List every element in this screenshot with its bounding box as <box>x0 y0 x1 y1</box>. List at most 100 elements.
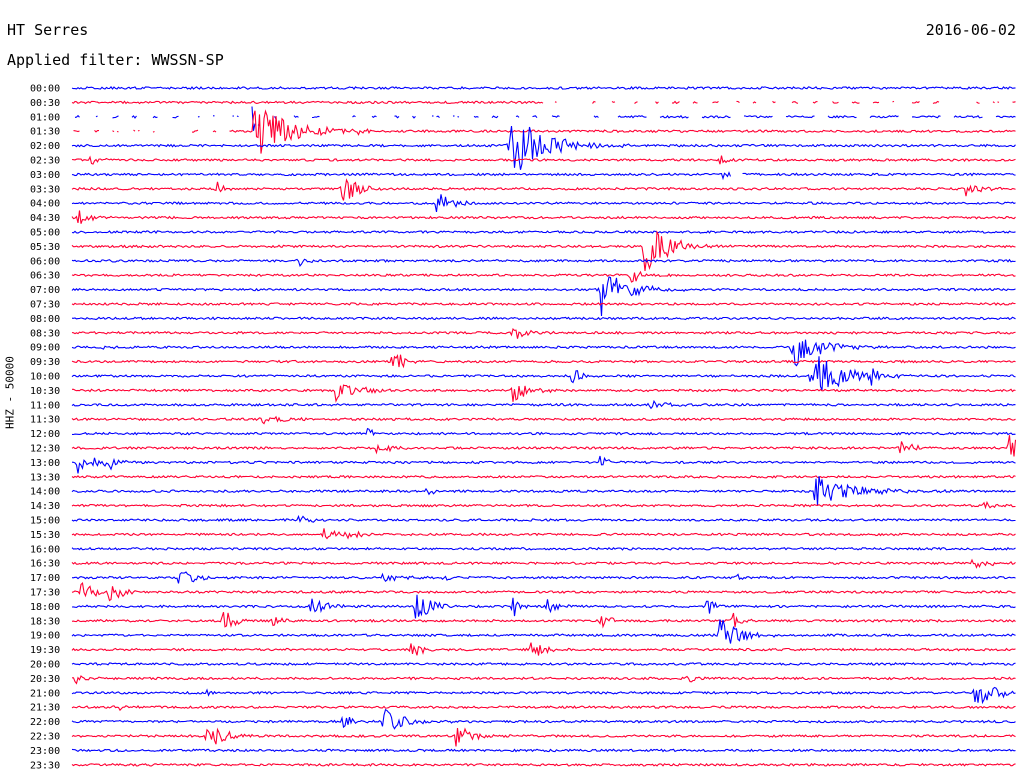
row-time-label: 06:30 <box>30 271 60 282</box>
trace-row <box>71 178 1016 201</box>
row-time-label: 05:00 <box>30 228 60 239</box>
row-time-label: 08:30 <box>30 328 60 339</box>
row-time-label: 14:00 <box>30 487 60 498</box>
row-time-label: 09:00 <box>30 343 60 354</box>
row-time-label: 04:00 <box>30 199 60 210</box>
trace-row <box>71 705 1016 712</box>
row-time-label: 15:00 <box>30 516 60 527</box>
trace-row <box>71 748 1016 753</box>
trace-row <box>71 476 1016 506</box>
trace-row <box>71 571 1016 584</box>
trace-row <box>71 339 1016 367</box>
trace-row <box>71 258 1016 268</box>
row-time-label: 19:00 <box>30 631 60 642</box>
row-time-label: 20:30 <box>30 674 60 685</box>
station-name: HT Serres <box>7 21 89 39</box>
row-time-label: 06:00 <box>30 256 60 267</box>
trace-row <box>72 675 1016 685</box>
row-time-label: 18:00 <box>30 602 60 613</box>
row-time-label: 12:00 <box>30 429 60 440</box>
row-time-label: 15:30 <box>30 530 60 541</box>
row-time-label: 10:30 <box>30 386 60 397</box>
row-time-label: 21:00 <box>30 688 60 699</box>
trace-row <box>71 100 1016 105</box>
trace-row <box>71 727 1016 747</box>
trace-row <box>71 230 1016 235</box>
trace-row <box>71 171 1016 181</box>
row-time-label: 00:30 <box>30 98 60 109</box>
trace-row <box>71 558 1016 569</box>
trace-row <box>71 528 1016 540</box>
row-time-label: 23:00 <box>30 746 60 757</box>
trace-row <box>71 399 1016 410</box>
row-time-label: 07:00 <box>30 285 60 296</box>
row-time-label: 13:30 <box>30 472 60 483</box>
row-time-label: 16:30 <box>30 559 60 570</box>
trace-row <box>71 316 1016 321</box>
trace-row <box>71 427 1016 437</box>
row-time-label: 22:00 <box>30 717 60 728</box>
trace-row <box>74 106 1016 131</box>
seismic-traces <box>71 85 1017 767</box>
trace-row <box>71 353 1016 369</box>
trace-row <box>71 210 1016 224</box>
row-time-label: 08:00 <box>30 314 60 325</box>
row-time-label: 03:30 <box>30 184 60 195</box>
trace-row <box>71 514 1016 523</box>
row-time-label: 17:00 <box>30 573 60 584</box>
trace-row <box>71 356 1016 391</box>
row-time-label: 21:30 <box>30 703 60 714</box>
row-time-label: 01:00 <box>30 112 60 123</box>
trace-row <box>73 109 1016 154</box>
row-time-label: 03:00 <box>30 170 60 181</box>
trace-row <box>71 302 1016 306</box>
row-time-label: 02:00 <box>30 141 60 152</box>
row-time-label: 05:30 <box>30 242 60 253</box>
row-time-label: 01:30 <box>30 127 60 138</box>
trace-row <box>71 500 1016 510</box>
row-time-labels: 00:00 00:30 01:00 01:30 02:00 02:30 03:00 03:30… <box>30 84 60 772</box>
trace-row <box>71 455 1016 474</box>
row-time-label: 16:00 <box>30 544 60 555</box>
trace-row <box>71 270 1016 283</box>
trace-row <box>71 686 1016 705</box>
trace-row <box>71 474 1016 479</box>
trace-row <box>71 594 1016 619</box>
trace-row <box>72 384 1016 403</box>
trace-row <box>71 276 1016 317</box>
row-time-label: 17:30 <box>30 588 60 599</box>
trace-row <box>71 126 1016 170</box>
row-time-label: 07:30 <box>30 300 60 311</box>
trace-row <box>71 762 1016 767</box>
trace-row <box>71 230 1016 271</box>
row-time-label: 14:30 <box>30 501 60 512</box>
row-time-label: 23:30 <box>30 760 60 771</box>
row-time-label: 09:30 <box>30 357 60 368</box>
row-time-label: 22:30 <box>30 732 60 743</box>
trace-row <box>71 194 1016 213</box>
trace-row <box>71 619 1016 644</box>
trace-row <box>71 415 1016 425</box>
row-time-label: 10:00 <box>30 372 60 383</box>
trace-row <box>71 612 1016 629</box>
trace-row <box>71 327 1016 339</box>
row-time-label: 20:00 <box>30 660 60 671</box>
filter-label: Applied filter: WWSSN-SP <box>7 51 224 69</box>
record-date: 2016-06-02 <box>925 21 1016 39</box>
trace-row <box>71 85 1016 91</box>
row-time-label: 11:00 <box>30 400 60 411</box>
trace-row <box>71 662 1016 666</box>
trace-row <box>71 581 1016 602</box>
row-time-label: 19:30 <box>30 645 60 656</box>
row-time-label: 12:30 <box>30 444 60 455</box>
row-time-label: 04:30 <box>30 213 60 224</box>
trace-row <box>71 435 1017 457</box>
row-time-label: 02:30 <box>30 156 60 167</box>
trace-row <box>71 155 1016 165</box>
row-time-label: 13:00 <box>30 458 60 469</box>
row-time-label: 11:30 <box>30 415 60 426</box>
trace-row <box>71 546 1016 551</box>
trace-row <box>71 642 1016 656</box>
trace-row <box>71 708 1016 730</box>
